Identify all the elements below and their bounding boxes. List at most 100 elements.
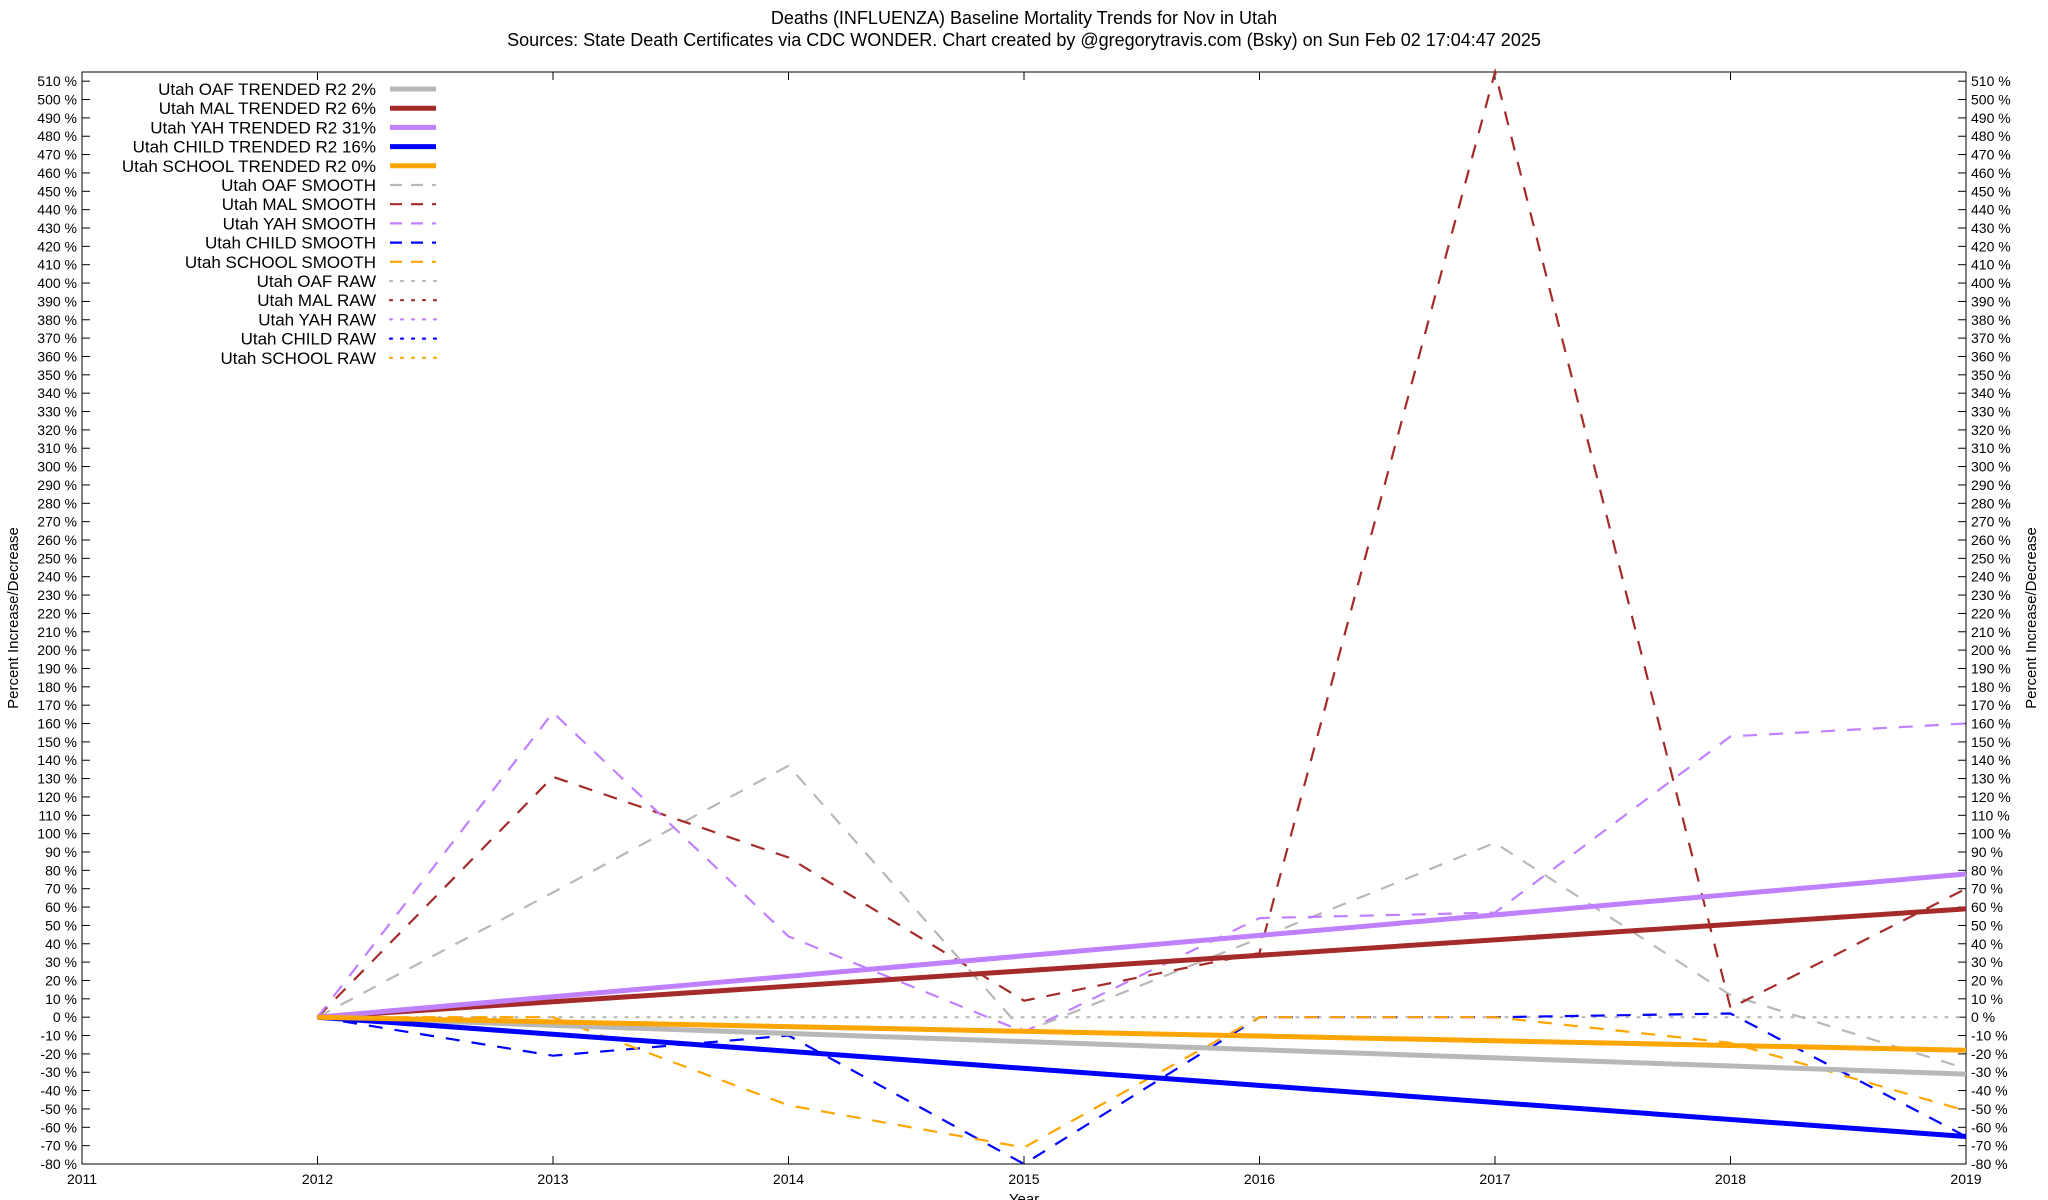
legend-label: Utah MAL RAW [257, 291, 376, 310]
chart-subtitle: Sources: State Death Certificates via CD… [507, 30, 1541, 50]
y-tick-label-right: -40 % [1971, 1083, 2008, 1099]
y-tick-label-right: 170 % [1971, 697, 2011, 713]
x-axis-label: Year [1009, 1191, 1039, 1200]
y-tick-label-right: 200 % [1971, 642, 2011, 658]
y-tick-label-left: 400 % [37, 275, 77, 291]
y-tick-label-right: 40 % [1971, 936, 2003, 952]
y-tick-label-right: 330 % [1971, 404, 2011, 420]
y-tick-label-right: 440 % [1971, 202, 2011, 218]
x-tick-label: 2014 [773, 1171, 804, 1187]
y-tick-label-left: 110 % [38, 807, 77, 823]
series-line-utah-yah-smooth [316, 710, 1967, 1034]
y-axis-label-right: Percent Increase/Decrease [2023, 527, 2040, 709]
y-tick-label-right: 390 % [1971, 293, 2011, 309]
y-tick-label-right: 270 % [1971, 514, 2011, 530]
x-tick-label: 2011 [67, 1171, 97, 1187]
legend-label: Utah CHILD RAW [241, 330, 376, 349]
y-tick-label-right: 290 % [1971, 477, 2011, 493]
y-tick-label-left: -10 % [40, 1028, 77, 1044]
y-tick-label-left: 270 % [37, 514, 77, 530]
y-tick-label-left: 470 % [37, 147, 77, 163]
y-tick-label-right: 160 % [1971, 716, 2011, 732]
x-tick-label: 2015 [1008, 1171, 1039, 1187]
legend-label: Utah OAF TRENDED R2 2% [158, 80, 376, 99]
y-tick-label-right: 240 % [1971, 569, 2011, 585]
series-line-utah-oaf-trended-r2 [317, 1014, 1967, 1077]
y-tick-label-left: 190 % [37, 660, 77, 676]
y-tick-label-right: 10 % [1971, 991, 2003, 1007]
y-tick-label-right: -60 % [1971, 1119, 2008, 1135]
y-tick-label-right: 380 % [1971, 312, 2011, 328]
y-tick-label-right: 420 % [1971, 238, 2011, 254]
x-tick-label: 2012 [302, 1171, 333, 1187]
legend: Utah OAF TRENDED R2 2%Utah MAL TRENDED R… [122, 80, 438, 368]
y-tick-label-left: -30 % [40, 1064, 77, 1080]
y-tick-label-left: 80 % [45, 862, 77, 878]
y-tick-label-left: 70 % [45, 881, 77, 897]
y-tick-label-left: 60 % [45, 899, 77, 915]
y-tick-label-right: 450 % [1971, 183, 2011, 199]
y-tick-label-right: 460 % [1971, 165, 2011, 181]
y-tick-label-right: 50 % [1971, 917, 2003, 933]
legend-label: Utah SCHOOL TRENDED R2 0% [122, 157, 376, 176]
y-tick-label-right: 490 % [1971, 110, 2011, 126]
y-tick-label-left: 220 % [37, 605, 77, 621]
y-axis-right: -80 % -70 % -60 % -50 % -40 % -30 % -20 % -10 %… [1958, 73, 2011, 1172]
y-tick-label-left: 300 % [37, 459, 77, 475]
y-tick-label-left: 490 % [37, 110, 77, 126]
series-line-utah-yah-trended-r2 [317, 871, 1967, 1020]
y-tick-label-right: 300 % [1971, 459, 2011, 475]
legend-label: Utah CHILD SMOOTH [205, 234, 376, 253]
y-tick-label-right: 510 % [1971, 73, 2011, 89]
y-tick-label-left: 260 % [37, 532, 77, 548]
y-tick-label-left: 460 % [37, 165, 77, 181]
y-tick-label-left: 330 % [37, 404, 77, 420]
y-tick-label-left: 310 % [37, 440, 77, 456]
y-tick-label-left: -70 % [40, 1138, 77, 1154]
y-tick-label-right: 220 % [1971, 605, 2011, 621]
y-tick-label-right: 70 % [1971, 881, 2003, 897]
y-tick-label-right: 350 % [1971, 367, 2011, 383]
y-tick-label-right: 190 % [1971, 660, 2011, 676]
y-tick-label-left: 100 % [37, 826, 77, 842]
y-tick-label-right: 400 % [1971, 275, 2011, 291]
y-tick-label-right: 230 % [1971, 587, 2011, 603]
y-tick-label-left: 380 % [37, 312, 77, 328]
legend-label: Utah MAL SMOOTH [222, 195, 376, 214]
y-tick-label-left: 180 % [37, 679, 77, 695]
series-line-utah-school-smooth [317, 1016, 1967, 1149]
y-tick-label-right: 20 % [1971, 972, 2003, 988]
y-tick-label-left: 250 % [37, 550, 77, 566]
series-line-utah-mal-smooth [316, 67, 1967, 1018]
y-tick-label-right: 260 % [1971, 532, 2011, 548]
y-tick-label-right: 110 % [1971, 807, 2010, 823]
legend-label: Utah SCHOOL SMOOTH [185, 253, 376, 272]
y-tick-label-right: -50 % [1971, 1101, 2008, 1117]
y-tick-label-left: 420 % [37, 238, 77, 254]
y-tick-label-right: 370 % [1971, 330, 2011, 346]
y-tick-label-right: 80 % [1971, 862, 2003, 878]
x-tick-label: 2016 [1244, 1171, 1275, 1187]
y-tick-label-left: 510 % [37, 73, 77, 89]
y-tick-label-right: 310 % [1971, 440, 2011, 456]
y-tick-label-right: 180 % [1971, 679, 2011, 695]
legend-label: Utah OAF SMOOTH [221, 176, 376, 195]
y-tick-label-left: 210 % [37, 624, 77, 640]
y-tick-label-right: -80 % [1971, 1156, 2008, 1172]
y-tick-label-left: 130 % [37, 771, 77, 787]
series-line-utah-mal-trended-r2 [317, 906, 1967, 1020]
y-tick-label-left: 90 % [45, 844, 77, 860]
y-tick-label-left: 430 % [37, 220, 77, 236]
y-tick-label-right: 480 % [1971, 128, 2011, 144]
x-tick-label: 2018 [1715, 1171, 1746, 1187]
y-tick-label-right: 210 % [1971, 624, 2011, 640]
y-tick-label-left: 30 % [45, 954, 77, 970]
series-line-utah-child-trended-r2 [317, 1014, 1967, 1139]
y-tick-label-right: 60 % [1971, 899, 2003, 915]
y-tick-label-right: 30 % [1971, 954, 2003, 970]
y-tick-label-right: 250 % [1971, 550, 2011, 566]
y-tick-label-right: 360 % [1971, 348, 2011, 364]
y-tick-label-right: 120 % [1971, 789, 2011, 805]
y-tick-label-left: 50 % [45, 917, 77, 933]
y-tick-label-left: 450 % [37, 183, 77, 199]
